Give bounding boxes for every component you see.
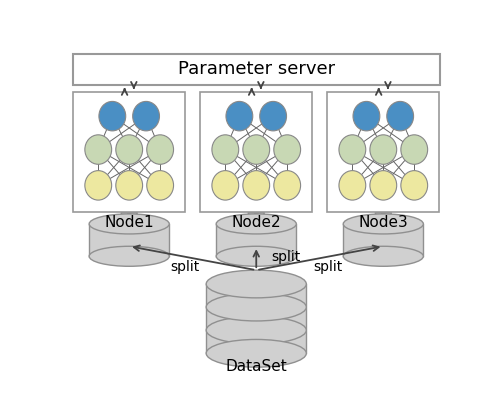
Ellipse shape (85, 171, 112, 200)
Ellipse shape (212, 135, 238, 164)
Ellipse shape (370, 135, 396, 164)
Polygon shape (89, 224, 169, 256)
Ellipse shape (226, 102, 253, 131)
Text: split: split (313, 260, 342, 274)
Text: Node2: Node2 (232, 215, 281, 230)
Ellipse shape (212, 171, 238, 200)
Ellipse shape (353, 102, 380, 131)
Ellipse shape (99, 102, 126, 131)
Text: Node3: Node3 (358, 215, 408, 230)
Text: split: split (272, 250, 301, 264)
Polygon shape (242, 213, 270, 228)
Polygon shape (206, 284, 306, 353)
Polygon shape (116, 213, 143, 228)
FancyBboxPatch shape (74, 92, 185, 212)
Ellipse shape (85, 135, 112, 164)
FancyBboxPatch shape (73, 54, 440, 84)
Ellipse shape (89, 214, 169, 234)
Ellipse shape (370, 171, 396, 200)
Text: split: split (170, 260, 200, 274)
Ellipse shape (401, 135, 427, 164)
Ellipse shape (89, 246, 169, 266)
Ellipse shape (132, 102, 160, 131)
Ellipse shape (206, 293, 306, 321)
Ellipse shape (243, 135, 270, 164)
Polygon shape (216, 224, 296, 256)
Ellipse shape (216, 246, 296, 266)
Ellipse shape (216, 214, 296, 234)
FancyBboxPatch shape (328, 92, 439, 212)
Polygon shape (344, 224, 423, 256)
Ellipse shape (274, 135, 300, 164)
Text: Node1: Node1 (104, 215, 154, 230)
Ellipse shape (274, 171, 300, 200)
Polygon shape (370, 213, 397, 228)
Ellipse shape (260, 102, 286, 131)
Ellipse shape (116, 135, 142, 164)
Ellipse shape (206, 316, 306, 344)
Ellipse shape (401, 171, 427, 200)
Ellipse shape (206, 339, 306, 367)
FancyBboxPatch shape (200, 92, 312, 212)
Ellipse shape (243, 171, 270, 200)
Text: DataSet: DataSet (226, 359, 287, 374)
Ellipse shape (206, 270, 306, 298)
Ellipse shape (344, 246, 423, 266)
Ellipse shape (387, 102, 413, 131)
Ellipse shape (344, 214, 423, 234)
Ellipse shape (339, 171, 365, 200)
Text: Parameter server: Parameter server (178, 60, 335, 78)
Ellipse shape (116, 171, 142, 200)
Ellipse shape (339, 135, 365, 164)
Ellipse shape (147, 135, 174, 164)
Ellipse shape (147, 171, 174, 200)
